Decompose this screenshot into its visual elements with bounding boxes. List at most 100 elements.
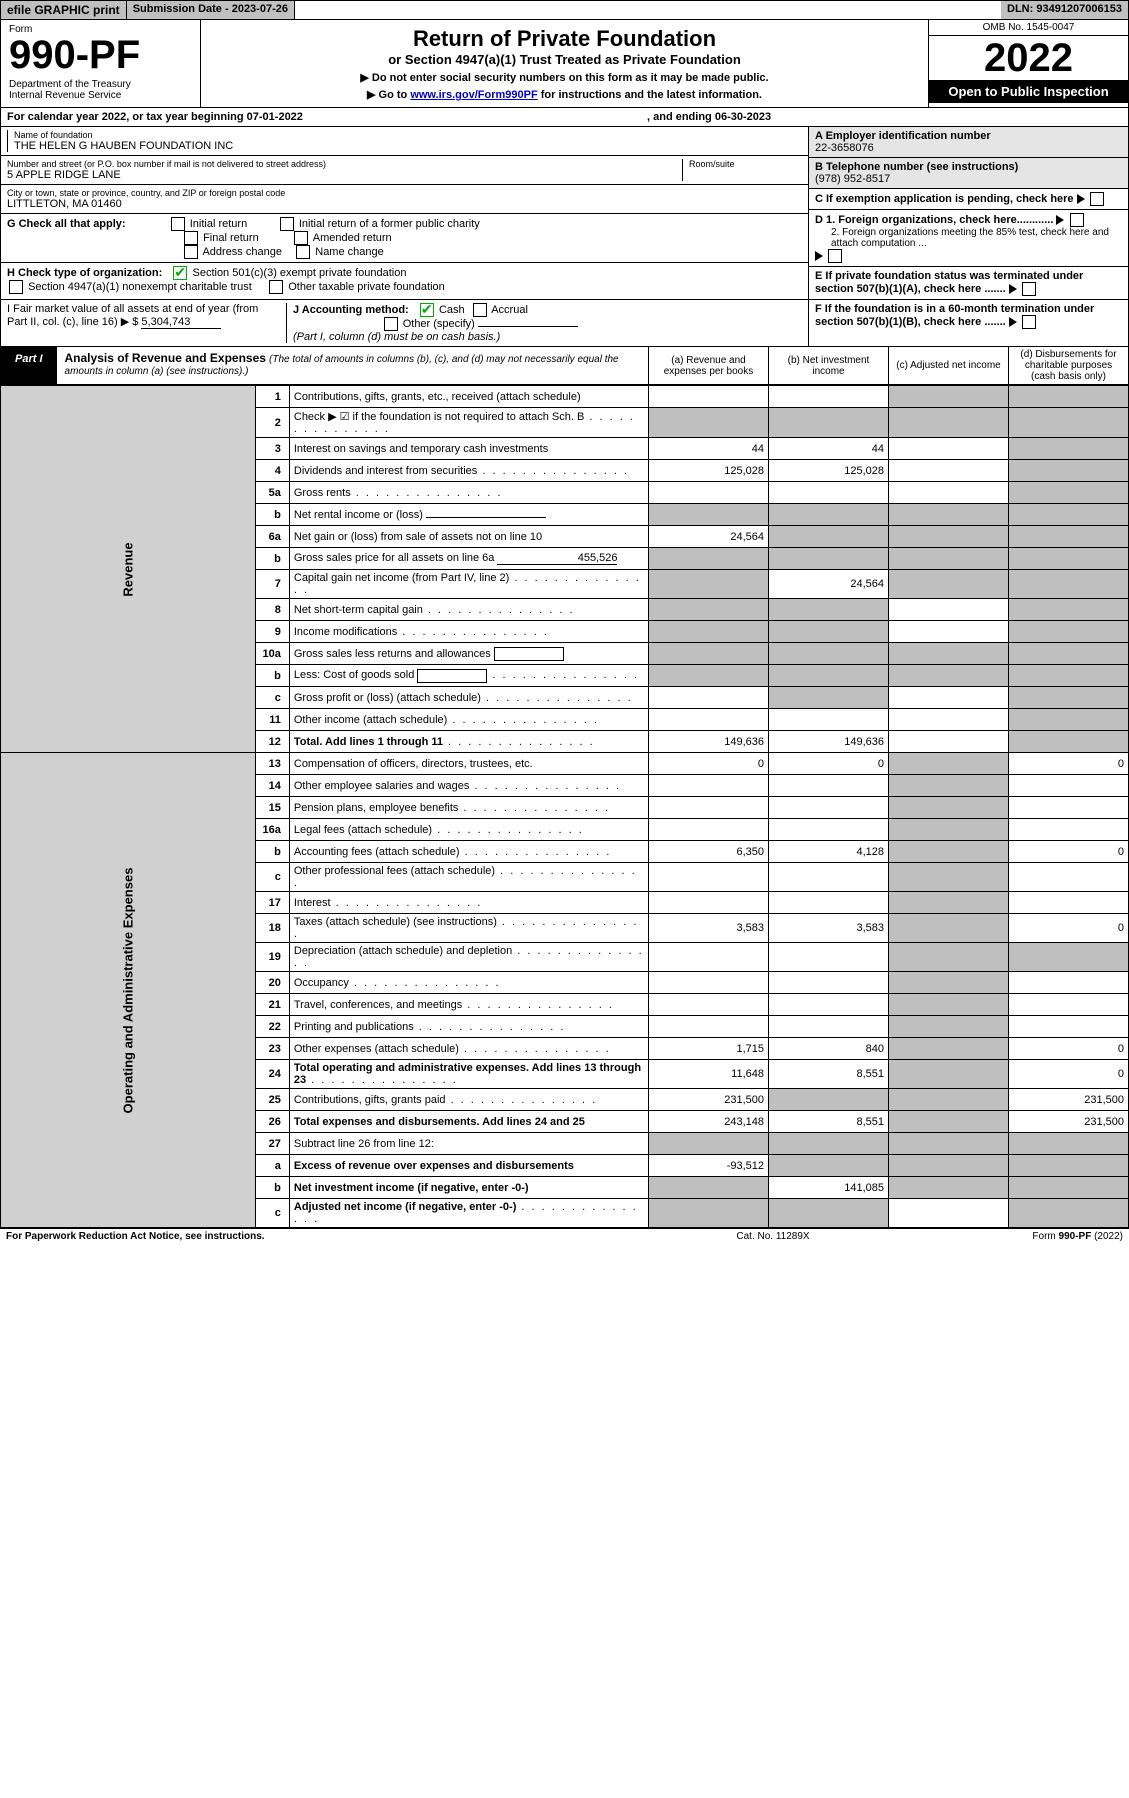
- line-number: 19: [255, 943, 289, 972]
- cell: [649, 709, 769, 731]
- form-header: Form 990-PF Department of the Treasury I…: [0, 20, 1129, 108]
- arrow-icon: [1077, 194, 1085, 204]
- chk-501c3[interactable]: [173, 266, 187, 280]
- cell: [889, 1133, 1009, 1155]
- chk-accrual[interactable]: [473, 303, 487, 317]
- cell: 11,648: [649, 1060, 769, 1089]
- cell: [769, 408, 889, 438]
- cell: [649, 797, 769, 819]
- d1-label: D 1. Foreign organizations, check here..…: [815, 214, 1053, 226]
- g-label: G Check all that apply:: [7, 218, 126, 230]
- line-number: 23: [255, 1038, 289, 1060]
- chk-c[interactable]: [1090, 192, 1104, 206]
- cell: [1009, 599, 1129, 621]
- line-number: 24: [255, 1060, 289, 1089]
- line-text: Gross profit or (loss) (attach schedule): [289, 687, 648, 709]
- line-text: Subtract line 26 from line 12:: [289, 1133, 648, 1155]
- footer-left: For Paperwork Reduction Act Notice, see …: [6, 1231, 623, 1242]
- chk-name-change[interactable]: [296, 245, 310, 259]
- phone-label: B Telephone number (see instructions): [815, 161, 1018, 173]
- side-revenue: Revenue: [1, 386, 256, 753]
- line-number: 6a: [255, 526, 289, 548]
- cell: [1009, 460, 1129, 482]
- chk-4947[interactable]: [9, 280, 23, 294]
- cell: [1009, 482, 1129, 504]
- chk-other-method[interactable]: [384, 317, 398, 331]
- cell: [769, 687, 889, 709]
- cell: [889, 1060, 1009, 1089]
- line-number: b: [255, 665, 289, 687]
- cell: [889, 1038, 1009, 1060]
- line-text: Excess of revenue over expenses and disb…: [289, 1155, 648, 1177]
- line-number: 26: [255, 1111, 289, 1133]
- cell: [889, 643, 1009, 665]
- cell: [649, 665, 769, 687]
- cell: 3,583: [649, 914, 769, 943]
- chk-d2[interactable]: [828, 249, 842, 263]
- section-g: G Check all that apply: Initial return I…: [1, 214, 808, 263]
- note-ssn: ▶ Do not enter social security numbers o…: [213, 71, 916, 84]
- efile-print-button[interactable]: efile GRAPHIC print: [1, 1, 127, 19]
- name-label: Name of foundation: [14, 130, 802, 140]
- phone: (978) 952-8517: [815, 173, 890, 185]
- form-link[interactable]: www.irs.gov/Form990PF: [410, 89, 537, 101]
- j-accrual: Accrual: [491, 304, 528, 316]
- line-text: Taxes (attach schedule) (see instruction…: [289, 914, 648, 943]
- cell: 24,564: [769, 570, 889, 599]
- cell: [649, 548, 769, 570]
- submission-date: Submission Date - 2023-07-26: [127, 1, 295, 19]
- line-number: c: [255, 863, 289, 892]
- line-number: b: [255, 1177, 289, 1199]
- cell: [769, 1016, 889, 1038]
- line-number: b: [255, 548, 289, 570]
- cell: 6,350: [649, 841, 769, 863]
- cell: [889, 386, 1009, 408]
- cell: [649, 386, 769, 408]
- line-number: 10a: [255, 643, 289, 665]
- cell: [649, 408, 769, 438]
- cell: [769, 548, 889, 570]
- note-goto: ▶ Go to www.irs.gov/Form990PF for instru…: [213, 88, 916, 101]
- cell: 1,715: [649, 1038, 769, 1060]
- chk-f[interactable]: [1022, 315, 1036, 329]
- cell: [889, 1155, 1009, 1177]
- cell: [1009, 1177, 1129, 1199]
- line-number: 16a: [255, 819, 289, 841]
- omb-number: OMB No. 1545-0047: [929, 20, 1128, 36]
- chk-initial-charity[interactable]: [280, 217, 294, 231]
- chk-other-taxable[interactable]: [269, 280, 283, 294]
- department: Department of the Treasury Internal Reve…: [9, 79, 192, 101]
- cell: 243,148: [649, 1111, 769, 1133]
- calyear-end: , and ending 06-30-2023: [647, 111, 771, 123]
- cell: 44: [649, 438, 769, 460]
- line-number: 5a: [255, 482, 289, 504]
- chk-cash[interactable]: [420, 303, 434, 317]
- chk-final-return[interactable]: [184, 231, 198, 245]
- cell: 0: [1009, 1038, 1129, 1060]
- col-b: (b) Net investment income: [768, 347, 888, 384]
- chk-address-change[interactable]: [184, 245, 198, 259]
- cell: 0: [1009, 914, 1129, 943]
- cell: [1009, 1133, 1129, 1155]
- cell: [769, 1155, 889, 1177]
- cell: [649, 994, 769, 1016]
- cell: [1009, 621, 1129, 643]
- cell: [769, 386, 889, 408]
- cell: [889, 775, 1009, 797]
- line-text: Net short-term capital gain: [289, 599, 648, 621]
- cell: [649, 1177, 769, 1199]
- cell: [1009, 775, 1129, 797]
- cell: [889, 753, 1009, 775]
- chk-initial-return[interactable]: [171, 217, 185, 231]
- chk-amended[interactable]: [294, 231, 308, 245]
- line-number: 2: [255, 408, 289, 438]
- side-expenses: Operating and Administrative Expenses: [1, 753, 256, 1228]
- cell: 0: [1009, 841, 1129, 863]
- chk-d1[interactable]: [1070, 213, 1084, 227]
- line-text: Total. Add lines 1 through 11: [289, 731, 648, 753]
- chk-e[interactable]: [1022, 282, 1036, 296]
- cell: [889, 621, 1009, 643]
- line-number: 12: [255, 731, 289, 753]
- col-a: (a) Revenue and expenses per books: [648, 347, 768, 384]
- address: 5 APPLE RIDGE LANE: [7, 169, 682, 181]
